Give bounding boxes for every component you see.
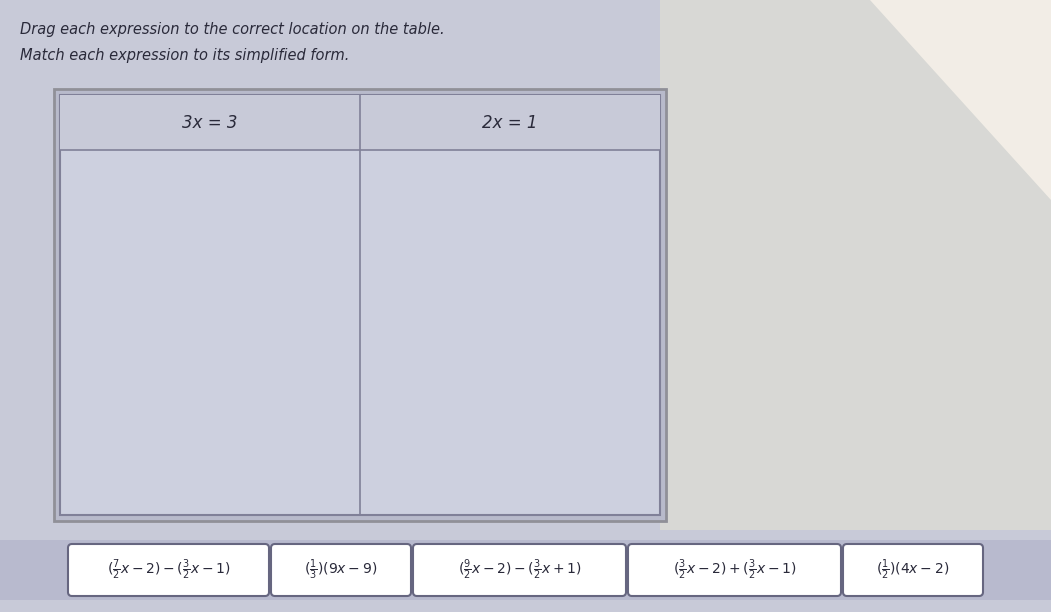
FancyBboxPatch shape — [54, 89, 666, 521]
FancyBboxPatch shape — [60, 95, 660, 150]
Text: 2x = 1: 2x = 1 — [482, 113, 538, 132]
Polygon shape — [870, 0, 1051, 200]
FancyBboxPatch shape — [0, 540, 1051, 600]
FancyBboxPatch shape — [68, 544, 269, 596]
Text: Match each expression to its simplified form.: Match each expression to its simplified … — [20, 48, 349, 63]
FancyBboxPatch shape — [628, 544, 841, 596]
FancyBboxPatch shape — [60, 95, 660, 515]
Text: 3x = 3: 3x = 3 — [182, 113, 238, 132]
Text: Drag each expression to the correct location on the table.: Drag each expression to the correct loca… — [20, 22, 445, 37]
FancyBboxPatch shape — [843, 544, 983, 596]
Text: $(\frac{1}{3})(9x-9)$: $(\frac{1}{3})(9x-9)$ — [305, 558, 377, 582]
Text: $(\frac{7}{2}x-2)-(\frac{3}{2}x-1)$: $(\frac{7}{2}x-2)-(\frac{3}{2}x-1)$ — [107, 558, 230, 582]
Text: $(\frac{9}{2}x-2)-(\frac{3}{2}x+1)$: $(\frac{9}{2}x-2)-(\frac{3}{2}x+1)$ — [458, 558, 581, 582]
Bar — [660, 0, 1051, 530]
Text: $(\frac{1}{2})(4x-2)$: $(\frac{1}{2})(4x-2)$ — [877, 558, 950, 582]
FancyBboxPatch shape — [271, 544, 411, 596]
FancyBboxPatch shape — [413, 544, 626, 596]
Text: $(\frac{3}{2}x-2)+(\frac{3}{2}x-1)$: $(\frac{3}{2}x-2)+(\frac{3}{2}x-1)$ — [673, 558, 797, 582]
